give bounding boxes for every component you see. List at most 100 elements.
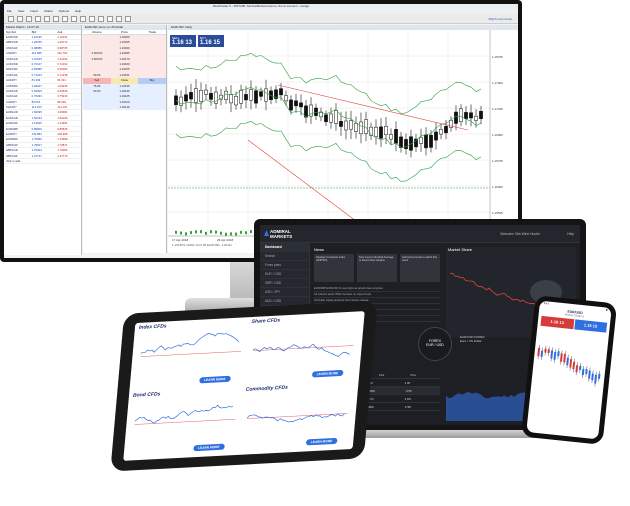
line-tool-icon[interactable] xyxy=(89,15,95,22)
community-link[interactable]: MQL5 community xyxy=(488,16,512,21)
add-symbol-row[interactable]: click to add... xyxy=(4,158,81,165)
depth-buy-row[interactable]: 50.00 1.16130 xyxy=(83,88,166,95)
news-card[interactable]: Dow Jones Industrial Average to Reach Ne… xyxy=(357,254,397,282)
watch-row[interactable]: EURCAD 1.52163 1.52199 xyxy=(4,116,81,122)
price-chart[interactable]: 1.18375 1.17900 1.17425 1.16950 1.16475 1.160… xyxy=(168,30,518,248)
depth-price: 1.16110 xyxy=(119,105,130,110)
phone-price-chart[interactable] xyxy=(528,327,609,424)
news-item[interactable]: EUR/GBP EUR/USD hit new highs as growth … xyxy=(314,286,440,292)
cursor-icon[interactable] xyxy=(71,15,77,22)
event-forecast: 1.95 xyxy=(404,381,411,385)
depth-buy-button[interactable]: Buy xyxy=(138,78,167,84)
crosshair-icon[interactable] xyxy=(80,15,86,22)
depth-buy-row[interactable]: 75.00 1.16135 xyxy=(83,83,166,89)
watch-row[interactable]: CADJPY 86.016 86.039 xyxy=(4,100,81,106)
sidebar-item[interactable]: GBP / USD xyxy=(260,279,309,288)
timeframe-m1-icon[interactable] xyxy=(107,15,113,22)
phone-buy-button[interactable]: 1.16 15 xyxy=(573,319,608,333)
menu-charts[interactable]: Charts xyxy=(43,9,53,13)
watch-row[interactable]: AUDJPY 81.309 81.331 xyxy=(4,78,81,84)
watch-row[interactable]: EURUSD 1.16135 1.16151 xyxy=(4,35,81,41)
news-card[interactable]: Gold price trends to watch this week xyxy=(400,254,440,282)
watch-row[interactable]: EURGBP 0.89500 0.89525 xyxy=(4,127,81,133)
one-click-sell-button[interactable]: SELL 1.16 13 xyxy=(170,35,196,47)
watch-row[interactable]: USDJPY 112.685 112.700 xyxy=(4,51,81,57)
sidebar-item[interactable]: Search xyxy=(260,252,309,261)
depth-sell-row[interactable]: 1.16190 xyxy=(83,45,166,52)
depth-trade-cell[interactable] xyxy=(138,105,166,110)
volume-bar xyxy=(230,232,232,236)
depth-sell-row[interactable]: 1.16195 xyxy=(83,40,166,46)
profiles-icon[interactable] xyxy=(17,15,23,22)
watch-row[interactable]: EURJPY 130.883 130.908 xyxy=(4,132,81,138)
sidebar-item[interactable]: USD / JPY xyxy=(260,288,309,297)
depth-close-button[interactable]: Close xyxy=(110,78,139,84)
welcome-user[interactable]: Welcome Otis Wine Hunter xyxy=(500,232,540,236)
watch-row[interactable]: GBPCHF 1.27727 1.27773 xyxy=(4,154,81,159)
col-bid[interactable]: Bid xyxy=(31,30,37,34)
sidebar-dashboard[interactable]: Dashboard xyxy=(260,243,309,252)
watch-row[interactable]: AUDCAD 0.94526 0.94549 xyxy=(4,89,81,95)
share-learn-more-button[interactable]: LEARN MORE xyxy=(311,369,344,378)
watch-row[interactable]: USDCHF 0.98689 0.98705 xyxy=(4,46,81,52)
depth-sell-button[interactable]: Sell xyxy=(83,78,111,84)
bond-learn-more-button[interactable]: LEARN MORE xyxy=(192,443,225,452)
watch-row[interactable]: AUDUSD 0.72147 0.72162 xyxy=(4,62,81,68)
menu-insert[interactable]: Insert xyxy=(30,9,38,13)
volume-bar xyxy=(180,231,182,235)
watch-row[interactable]: USDCAD 1.31025 1.31042 xyxy=(4,57,81,62)
depth-sell-row[interactable]: 1.16200 xyxy=(83,35,166,41)
watch-row[interactable]: AUDNZD 1.09327 1.09346 xyxy=(4,84,81,89)
news-item[interactable]: US Dollar steady ahead of Fed minutes re… xyxy=(314,298,440,304)
sidebar-item[interactable]: EUR / USD xyxy=(260,270,309,279)
depth-sell-row[interactable]: 1 000.00 1.16170 xyxy=(83,56,166,62)
phone-sell-button[interactable]: 1.16 13 xyxy=(540,315,574,330)
col-ask[interactable]: Ask xyxy=(57,30,63,34)
text-tool-icon[interactable] xyxy=(98,15,104,22)
terminal-icon[interactable] xyxy=(44,15,50,22)
help-link[interactable]: Help xyxy=(567,232,574,236)
depth-buy-row[interactable]: 1.16125 xyxy=(83,94,166,100)
watch-row[interactable]: GBPAUD 1.79817 1.79871 xyxy=(4,143,81,149)
new-order-icon[interactable] xyxy=(62,15,68,22)
watch-row[interactable]: CADCHF 0.75293 0.75316 xyxy=(4,94,81,100)
watch-row[interactable]: NZDUSD 0.65985 0.66004 xyxy=(4,67,81,73)
col-symbol[interactable]: Symbol xyxy=(6,30,17,34)
depth-sell-row[interactable]: 1.16155 xyxy=(83,67,166,73)
watch-bid: 1.29755 xyxy=(31,40,42,45)
candle-body xyxy=(199,90,203,102)
watch-row[interactable]: CHFJPY 114.163 114.191 xyxy=(4,105,81,111)
depth-sell-row[interactable]: 1.16160 xyxy=(83,61,166,68)
menu-help[interactable]: Help xyxy=(75,9,82,13)
timeframe-d1-icon[interactable] xyxy=(125,15,131,22)
news-item[interactable]: Oil markets await OPEC decision on outpu… xyxy=(314,292,440,298)
depth-buy-row[interactable]: 1.16120 xyxy=(83,99,166,106)
index-learn-more-button[interactable]: LEARN MORE xyxy=(198,375,231,384)
forex-badge[interactable]: FOREX EUR / USD xyxy=(418,327,452,361)
watch-row[interactable]: GBPCAD 1.70004 1.70054 xyxy=(4,148,81,154)
new-chart-icon[interactable] xyxy=(8,15,14,22)
index-cfds-chart xyxy=(140,332,242,357)
one-click-buy-button[interactable]: BUY 1.16 15 xyxy=(198,35,224,47)
depth-sell-row[interactable]: 1 000.00 1.16185 xyxy=(83,51,166,57)
timeframe-h1-icon[interactable] xyxy=(116,15,122,22)
menu-view[interactable]: View xyxy=(17,9,25,13)
add-symbol-label[interactable]: click to add... xyxy=(6,158,23,163)
news-card[interactable]: Nasdaq Composite Index (SNP500) xyxy=(314,254,354,282)
candle-body xyxy=(314,107,318,116)
menu-options[interactable]: Options xyxy=(58,9,69,13)
algo-trading-icon[interactable] xyxy=(53,15,59,22)
watch-row[interactable]: EURCHF 1.14625 1.14651 xyxy=(4,121,81,127)
navigator-icon[interactable] xyxy=(35,15,41,22)
sidebar-item[interactable]: Forex pairs xyxy=(260,261,309,270)
depth-sell-row[interactable]: 50.00 1.16151 xyxy=(83,72,166,79)
menu-file[interactable]: File xyxy=(7,9,12,13)
watch-row[interactable]: GBPUSD 1.29755 1.29772 xyxy=(4,40,81,46)
chart-status-line: 1.16135/1.16151 Vol 0.00 EURUSD, 1.16111 xyxy=(172,243,232,247)
market-watch-icon[interactable] xyxy=(26,15,32,22)
commodity-learn-more-button[interactable]: LEARN MORE xyxy=(305,437,338,446)
depth-buy-row[interactable]: 1.16110 xyxy=(83,105,166,111)
watch-row[interactable]: AUDCHF 0.71223 0.71248 xyxy=(4,73,81,79)
watch-row[interactable]: EURAUD 1.60935 1.60981 xyxy=(4,110,81,116)
watch-row[interactable]: EURNZD 1.75950 1.75998 xyxy=(4,137,81,143)
